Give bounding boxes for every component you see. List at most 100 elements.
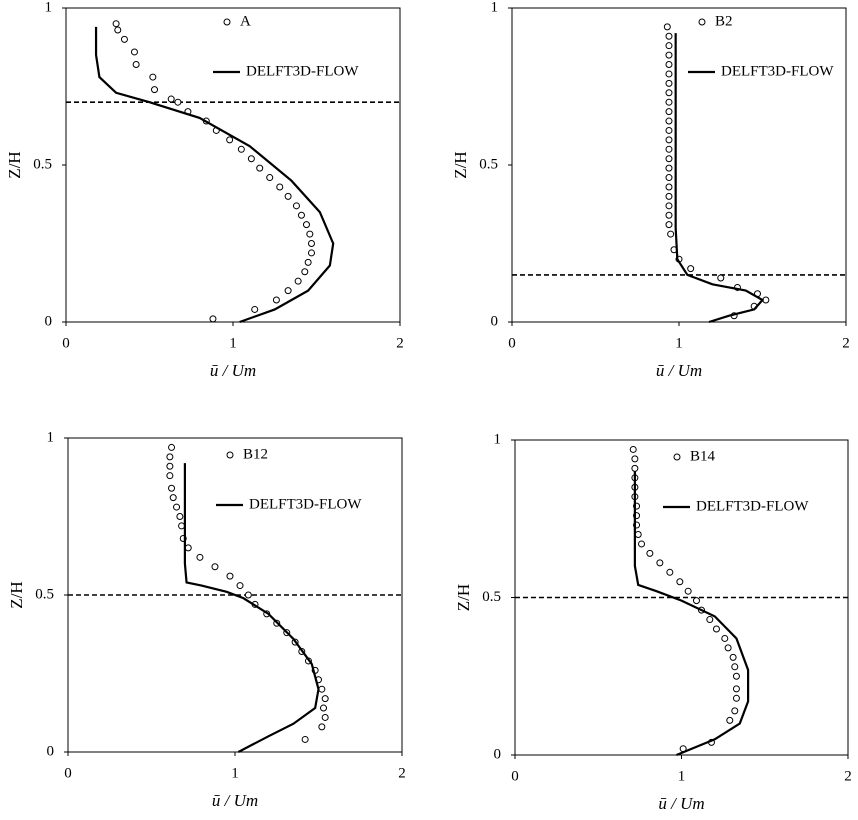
data-point: [226, 572, 234, 580]
x-tick-label: 0: [64, 765, 72, 781]
data-point: [634, 531, 642, 538]
data-point: [732, 672, 740, 680]
data-point: [665, 221, 673, 229]
data-point: [638, 540, 646, 548]
data-point: [167, 95, 175, 103]
y-tick-label: 0: [494, 746, 502, 762]
data-point: [665, 89, 673, 97]
legend-label: B14: [690, 448, 716, 464]
x-axis-label: ū / Um: [656, 361, 702, 380]
data-point: [237, 145, 245, 153]
data-point: [318, 723, 326, 731]
y-tick-label: 1: [494, 431, 502, 447]
data-point: [665, 192, 673, 200]
data-point: [712, 625, 720, 633]
data-point: [112, 20, 120, 28]
data-point: [226, 136, 234, 144]
data-point: [692, 597, 700, 605]
data-point: [684, 587, 692, 595]
x-tick-label: 2: [842, 335, 850, 351]
y-tick-label: 0: [45, 313, 53, 329]
data-point: [646, 549, 654, 557]
x-tick-label: 1: [678, 768, 686, 784]
data-point: [706, 616, 714, 624]
legend-label: A: [240, 13, 251, 29]
y-tick-label: 1: [47, 429, 55, 445]
data-point: [724, 644, 732, 652]
data-point: [732, 694, 740, 702]
data-point: [247, 155, 255, 163]
data-point: [665, 108, 673, 116]
data-point: [656, 559, 664, 567]
x-tick-label: 2: [398, 765, 406, 781]
data-point: [120, 35, 128, 43]
data-point: [665, 155, 673, 163]
data-point: [631, 464, 639, 472]
x-tick-label: 0: [508, 335, 516, 351]
profile-line: [633, 471, 750, 757]
data-point: [211, 563, 219, 571]
y-axis-label: Z/H: [451, 151, 470, 178]
x-axis-label: ū / Um: [212, 791, 258, 810]
data-point: [665, 98, 673, 106]
x-axis-label: ū / Um: [210, 361, 256, 380]
data-point: [665, 202, 673, 210]
data-point: [731, 663, 739, 671]
y-tick-label: 0.5: [33, 156, 52, 172]
data-point: [726, 716, 734, 724]
data-point: [168, 443, 176, 451]
data-point: [629, 445, 637, 453]
data-point: [284, 287, 292, 295]
panel: 0 0.5 1 0 1 2 Z/H ū / Um B2 DELFT3D-FLOW: [451, 0, 850, 380]
data-point: [321, 695, 329, 703]
data-point: [320, 704, 328, 712]
data-point: [266, 174, 274, 182]
legend-label: DELFT3D-FLOW: [721, 63, 834, 79]
data-point: [666, 568, 674, 576]
profile-line: [674, 33, 765, 324]
data-point: [184, 544, 192, 552]
x-tick-label: 0: [62, 335, 70, 351]
legend-label: DELFT3D-FLOW: [696, 498, 809, 514]
y-axis-label: Z/H: [454, 584, 473, 611]
data-point: [729, 653, 737, 661]
x-tick-label: 1: [231, 765, 239, 781]
y-axis-label: Z/H: [7, 581, 26, 608]
y-tick-label: 0.5: [479, 156, 498, 172]
plot-frame: [65, 7, 401, 323]
x-tick-label: 0: [511, 768, 519, 784]
data-point: [667, 230, 675, 238]
x-tick-label: 2: [396, 335, 404, 351]
data-point: [297, 211, 305, 219]
y-tick-label: 0.5: [482, 589, 501, 605]
y-tick-label: 1: [45, 0, 53, 15]
data-point: [304, 258, 312, 266]
data-point: [318, 685, 326, 693]
data-point: [166, 453, 174, 461]
data-point: [665, 32, 673, 40]
y-tick-label: 0.5: [35, 586, 54, 602]
data-point: [732, 685, 740, 693]
data-point: [306, 230, 314, 238]
x-tick-label: 1: [675, 335, 683, 351]
legend-marker: [226, 451, 234, 459]
data-point: [665, 145, 673, 153]
data-point: [256, 164, 264, 172]
data-point: [209, 315, 217, 323]
data-point: [665, 183, 673, 191]
data-point: [149, 73, 157, 81]
data-point: [717, 274, 725, 282]
data-point: [321, 713, 329, 721]
data-point: [301, 735, 309, 743]
data-point: [665, 42, 673, 50]
legend-marker: [698, 18, 706, 26]
panel: 0 0.5 1 0 1 2 Z/H ū / Um B14 DELFT3D-FLOW: [454, 431, 852, 812]
data-point: [130, 48, 138, 56]
data-point: [174, 98, 182, 106]
data-point: [665, 211, 673, 219]
data-point: [731, 707, 739, 715]
data-point: [176, 513, 184, 520]
data-point: [302, 221, 310, 229]
legend-label: B12: [243, 446, 268, 462]
data-point: [244, 591, 252, 599]
